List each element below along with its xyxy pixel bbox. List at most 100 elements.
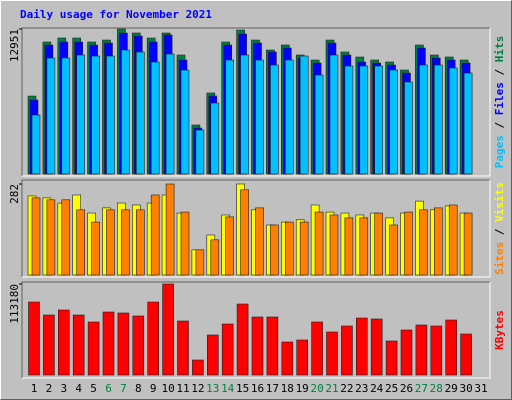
axis-label: Sites / Visits [493, 182, 506, 275]
bar [195, 249, 205, 276]
x-tick-label: 31 [474, 382, 487, 395]
x-tick-label: 14 [221, 382, 235, 395]
bar [132, 315, 145, 376]
bar [359, 217, 369, 276]
x-tick-label: 11 [176, 382, 189, 395]
y-tick-label: 12951 [8, 29, 21, 62]
bar [225, 216, 234, 276]
x-tick-label: 27 [415, 382, 428, 395]
bar [419, 64, 428, 175]
x-tick-label: 13 [206, 382, 219, 395]
bar [326, 331, 338, 376]
bar [210, 102, 220, 175]
bar [91, 221, 100, 276]
bar [404, 81, 413, 175]
x-tick-label: 23 [355, 382, 368, 395]
bar [225, 59, 234, 175]
x-tick-label: 16 [251, 382, 264, 395]
bar [448, 67, 458, 175]
bar [195, 129, 205, 175]
bar [61, 199, 71, 276]
x-tick-label: 20 [310, 382, 323, 395]
bar [266, 316, 279, 376]
separator: / [493, 62, 506, 82]
bar [329, 214, 339, 276]
bar [57, 309, 70, 376]
bar [240, 189, 249, 276]
bar [251, 316, 264, 376]
y-tick-label: 282 [8, 184, 21, 204]
x-tick-label: 9 [150, 382, 157, 395]
bar [61, 57, 71, 175]
axis-label: KBytes [493, 310, 506, 350]
bar [117, 312, 130, 376]
legend-entry: Pages [493, 135, 506, 168]
bar [150, 194, 160, 276]
bar [91, 55, 100, 175]
bar [177, 320, 189, 376]
panel-edge-light [22, 282, 491, 379]
bar [430, 325, 443, 376]
x-tick-label: 17 [266, 382, 279, 395]
bar [311, 321, 323, 376]
panel-edge-dark [21, 27, 490, 176]
bar [270, 64, 279, 175]
bar [150, 61, 160, 175]
bar [210, 239, 220, 276]
bar [299, 55, 309, 175]
bar [296, 339, 309, 376]
bar [180, 211, 190, 276]
bar [162, 283, 174, 376]
separator: / [493, 222, 506, 242]
bar [314, 211, 324, 276]
bar [31, 197, 41, 276]
bar [400, 329, 413, 376]
legend-entry: Visits [493, 182, 506, 222]
bar [76, 209, 85, 276]
bar [136, 51, 145, 175]
separator: / [493, 115, 506, 135]
x-tick-label: 28 [430, 382, 443, 395]
x-tick-label: 18 [281, 382, 294, 395]
legend-entry: KBytes [493, 310, 506, 350]
panel-edge-dark [21, 179, 490, 277]
chart-title: Daily usage for November 2021 [20, 8, 212, 21]
bar [221, 323, 234, 376]
x-tick-label: 6 [105, 382, 112, 395]
bar [43, 314, 55, 376]
bar [121, 209, 130, 276]
bar [389, 69, 398, 175]
bar [460, 333, 472, 376]
x-tick-label: 21 [325, 382, 338, 395]
x-tick-label: 4 [75, 382, 82, 395]
bar [359, 65, 369, 175]
bar [31, 114, 41, 175]
panel-edge-light [22, 180, 491, 278]
bar [87, 321, 100, 376]
bar [192, 359, 204, 376]
bar [136, 209, 145, 276]
x-tick-label: 7 [120, 382, 127, 395]
bar [255, 207, 264, 276]
x-tick-label: 15 [236, 382, 249, 395]
bar [419, 209, 428, 276]
bar [121, 49, 130, 175]
x-tick-label: 24 [370, 382, 384, 395]
y-tick-label: 113180 [8, 284, 21, 324]
bar [165, 183, 175, 276]
bar [404, 211, 413, 276]
legend-entry: Sites [493, 242, 506, 275]
bar [72, 314, 85, 376]
legend-entry: Hits [493, 36, 506, 63]
bar [355, 317, 368, 376]
x-tick-label: 5 [90, 382, 97, 395]
bar [385, 340, 398, 376]
bar [370, 318, 383, 376]
bar [463, 72, 473, 175]
x-tick-label: 26 [400, 382, 413, 395]
x-tick-label: 30 [459, 382, 472, 395]
bar [165, 53, 175, 175]
bar [255, 59, 264, 175]
